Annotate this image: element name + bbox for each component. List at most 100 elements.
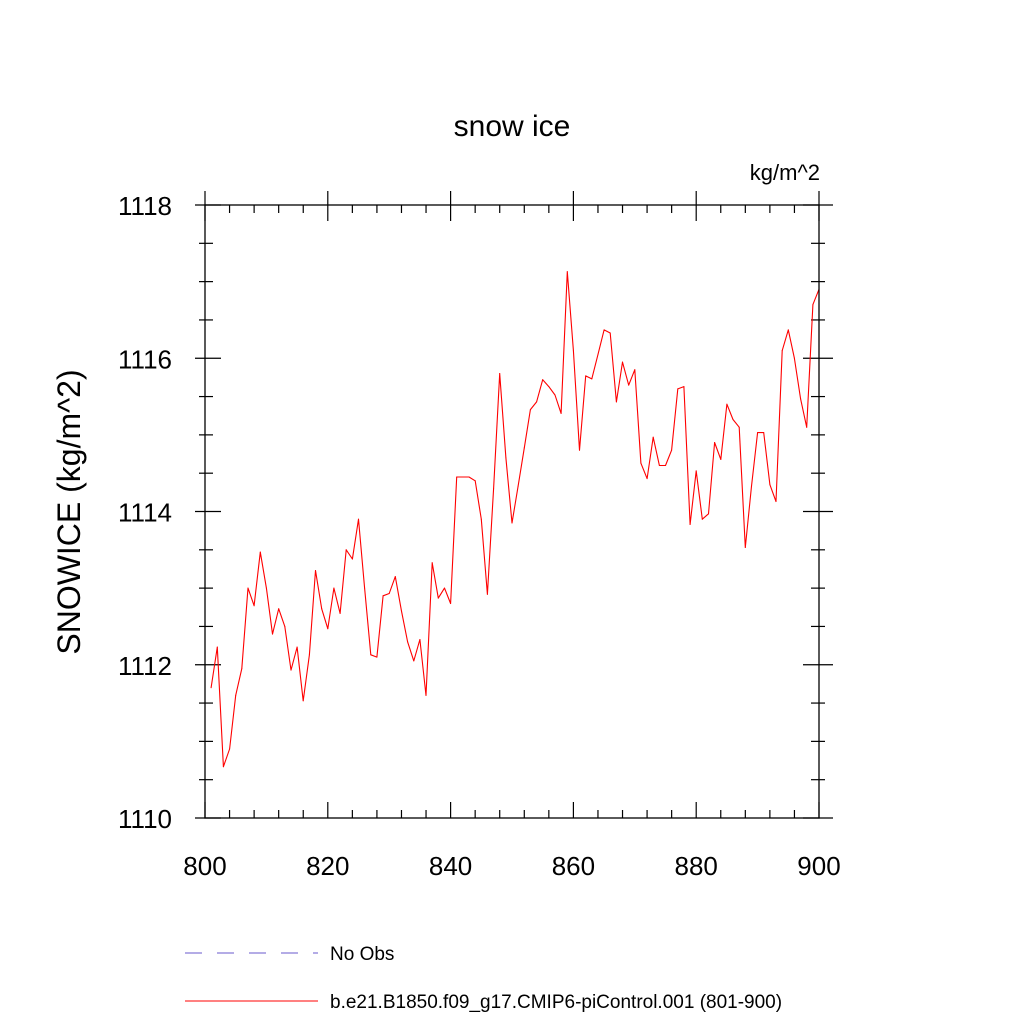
data-point [431,562,433,564]
data-point [615,401,617,403]
data-point [486,593,488,595]
data-point [302,700,304,702]
data-point [394,576,396,578]
x-tick-label: 900 [797,851,840,881]
data-point [444,587,445,589]
data-point [468,476,470,478]
data-point [744,547,746,548]
data-point [358,518,359,520]
data-point [517,485,519,487]
y-axis-label: SNOWICE (kg/m^2) [51,369,87,654]
data-point [738,426,740,428]
data-point [505,457,507,459]
data-point [315,570,316,571]
x-tick-label: 800 [183,851,226,881]
data-point [701,518,703,520]
data-point [265,587,267,589]
data-point [345,549,347,551]
data-point [284,625,286,627]
axis-ticks [195,191,833,819]
data-point [413,660,415,662]
data-point [646,478,648,480]
data-point [511,522,513,524]
data-point [235,694,237,696]
data-point [542,379,544,381]
data-point [308,654,310,656]
data-point [806,426,808,428]
data-point [278,608,280,610]
units-label: kg/m^2 [750,160,820,185]
data-point [634,369,636,371]
data-point [695,470,697,472]
data-point [787,329,789,331]
y-tick-label: 1114 [118,498,172,528]
data-point [769,484,771,486]
series-line [210,271,820,768]
data-point [683,386,685,388]
data-point [793,357,795,359]
data-point [763,432,765,434]
data-point [339,612,341,614]
data-point [327,628,329,630]
chart-title: snow ice [454,110,571,143]
data-point [210,687,212,689]
legend-label-no-obs: No Obs [330,944,394,965]
data-point [566,271,568,273]
plot-frame [204,204,820,819]
data-point [554,394,556,396]
data-point [781,350,783,352]
data-point [376,656,378,658]
x-tick-label: 880 [675,851,718,881]
data-point [591,378,593,380]
data-point [216,646,218,648]
data-point [800,398,802,400]
data-point [333,587,335,589]
data-point [388,593,390,594]
data-point [609,332,611,334]
data-point [585,375,587,377]
data-point [419,639,421,640]
legend: No Obs b.e21.B1850.f09_g17.CMIP6-piContr… [185,944,782,1013]
data-point [321,608,323,610]
data-point [677,388,679,390]
data-point [572,350,574,352]
data-point [732,419,734,420]
data-point [407,641,409,643]
data-point [689,524,691,525]
data-point [720,458,722,460]
y-tick-label: 1110 [118,804,172,834]
data-point [253,605,255,607]
data-point [259,551,261,553]
data-point [523,447,525,449]
data-point [529,409,531,411]
data-point [665,465,666,466]
data-point [757,432,759,434]
y-tick-label: 1116 [118,344,172,374]
data-point [775,501,777,502]
data-point [401,610,402,612]
x-tick-label: 860 [552,851,595,881]
data-point [536,401,538,403]
data-point [597,353,599,355]
series-layer [210,271,820,768]
data-point [351,558,353,560]
data-point [272,633,273,635]
data-point [370,654,372,656]
data-point [480,518,482,520]
data-point [364,587,366,589]
data-point [296,646,298,648]
data-point [658,465,660,466]
data-point [708,513,709,515]
data-point [499,373,501,375]
data-point [462,476,464,478]
data-point [548,386,550,388]
data-point [229,748,231,750]
data-point [726,403,728,405]
data-point [652,436,654,438]
data-point [290,669,292,671]
data-point [474,480,476,482]
data-point [640,462,642,464]
data-point [579,449,580,451]
axis-tick-labels: 1110 1112 1114 1116 1118 800 820 840 860 880 900 [118,191,841,881]
